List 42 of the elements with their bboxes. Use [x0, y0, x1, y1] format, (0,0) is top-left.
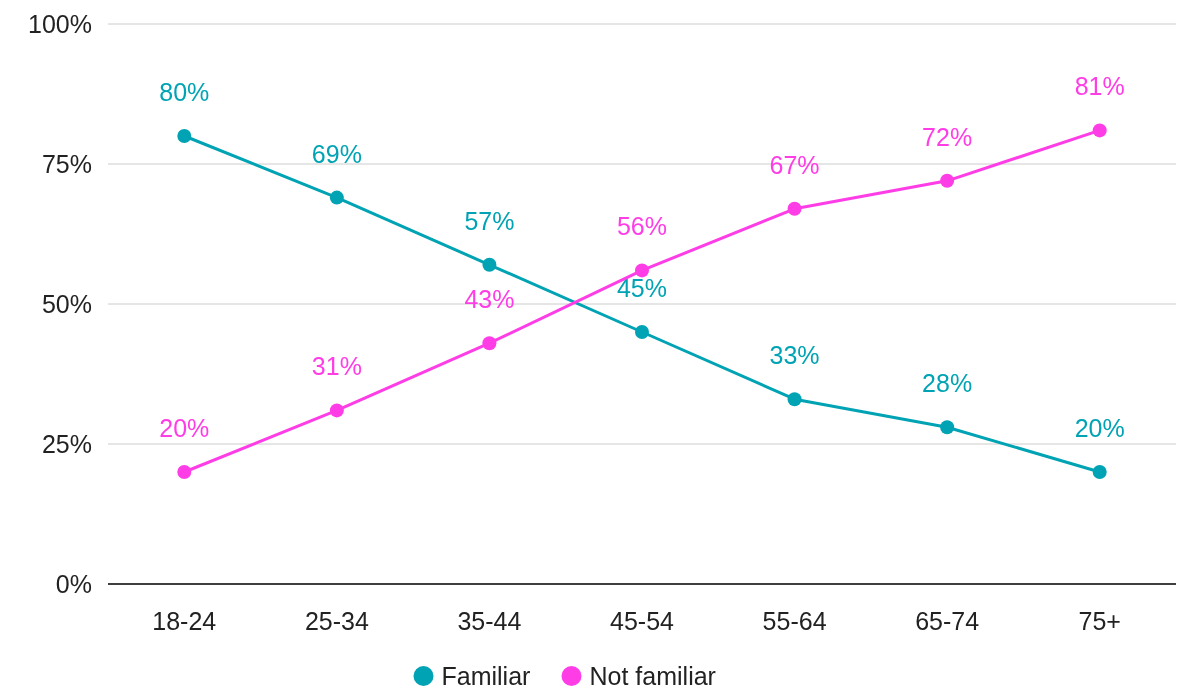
- legend-label: Not familiar: [589, 662, 716, 690]
- point: [329, 190, 344, 205]
- x-tick-label: 65-74: [915, 607, 980, 635]
- data-label: 57%: [464, 206, 515, 235]
- point: [940, 173, 955, 188]
- data-label: 72%: [922, 122, 973, 151]
- data-label: 28%: [922, 369, 973, 398]
- x-tick-label: 35-44: [457, 607, 522, 635]
- point: [787, 201, 802, 216]
- data-label: 20%: [1074, 414, 1125, 442]
- y-tick-label: 50%: [41, 290, 92, 318]
- data-label: 33%: [769, 341, 820, 370]
- data-label: 81%: [1074, 72, 1125, 101]
- x-tick-label: 45-54: [610, 607, 675, 635]
- data-label: 67%: [769, 150, 820, 179]
- point: [787, 392, 802, 407]
- point: [940, 420, 955, 435]
- y-tick-label: 25%: [41, 430, 92, 458]
- data-label: 43%: [464, 285, 515, 314]
- data-label: 80%: [159, 78, 210, 106]
- data-label: 31%: [311, 352, 362, 381]
- point: [177, 465, 192, 479]
- data-label: 20%: [159, 414, 210, 442]
- point: [177, 129, 192, 143]
- point: [329, 403, 344, 418]
- x-tick-label: 55-64: [762, 607, 827, 635]
- point: [482, 257, 497, 272]
- x-tick-label: 75+: [1078, 607, 1121, 635]
- y-tick-label: 0%: [55, 570, 92, 598]
- point: [482, 336, 497, 351]
- data-label: 69%: [311, 139, 362, 168]
- point: [635, 325, 649, 339]
- y-tick-label: 75%: [41, 150, 92, 178]
- data-label: 56%: [616, 212, 668, 241]
- data-label: 45%: [616, 274, 668, 302]
- point: [635, 263, 649, 278]
- point: [1092, 123, 1107, 138]
- x-tick-label: 18-24: [152, 607, 217, 635]
- point: [1092, 465, 1107, 479]
- legend-label: Familiar: [441, 662, 531, 690]
- y-tick-label: 100%: [28, 10, 92, 38]
- x-tick-label: 25-34: [304, 607, 369, 635]
